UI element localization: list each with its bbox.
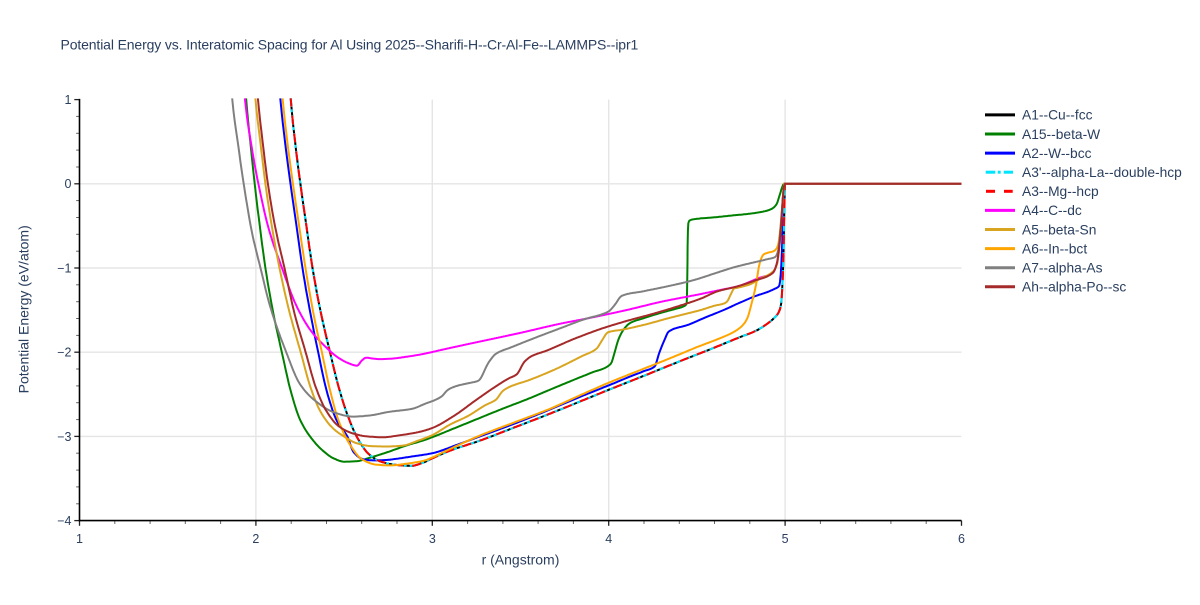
svg-text:−1: −1 bbox=[57, 261, 71, 275]
svg-text:6: 6 bbox=[958, 532, 965, 546]
svg-text:−4: −4 bbox=[57, 514, 71, 528]
svg-text:Potential Energy vs. Interatom: Potential Energy vs. Interatomic Spacing… bbox=[61, 37, 639, 53]
svg-text:A3'--alpha-La--double-hcp: A3'--alpha-La--double-hcp bbox=[1022, 165, 1182, 180]
svg-text:2: 2 bbox=[252, 532, 259, 546]
svg-text:A5--beta-Sn: A5--beta-Sn bbox=[1022, 222, 1096, 237]
svg-text:A1--Cu--fcc: A1--Cu--fcc bbox=[1022, 108, 1093, 123]
svg-text:3: 3 bbox=[429, 532, 436, 546]
svg-text:5: 5 bbox=[782, 532, 789, 546]
svg-text:−2: −2 bbox=[57, 346, 71, 360]
svg-text:A7--alpha-As: A7--alpha-As bbox=[1022, 261, 1103, 276]
svg-text:A4--C--dc: A4--C--dc bbox=[1022, 203, 1082, 218]
svg-text:−3: −3 bbox=[57, 430, 71, 444]
svg-text:A6--In--bct: A6--In--bct bbox=[1022, 241, 1087, 256]
svg-text:r (Angstrom): r (Angstrom) bbox=[482, 552, 560, 568]
svg-text:1: 1 bbox=[65, 93, 72, 107]
svg-text:A2--W--bcc: A2--W--bcc bbox=[1022, 146, 1092, 161]
svg-text:0: 0 bbox=[65, 177, 72, 191]
svg-text:A15--beta-W: A15--beta-W bbox=[1022, 127, 1100, 142]
svg-text:Ah--alpha-Po--sc: Ah--alpha-Po--sc bbox=[1022, 280, 1126, 295]
svg-text:4: 4 bbox=[605, 532, 612, 546]
svg-text:1: 1 bbox=[76, 532, 83, 546]
svg-text:Potential Energy (eV/atom): Potential Energy (eV/atom) bbox=[16, 225, 32, 393]
svg-text:A3--Mg--hcp: A3--Mg--hcp bbox=[1022, 184, 1099, 199]
